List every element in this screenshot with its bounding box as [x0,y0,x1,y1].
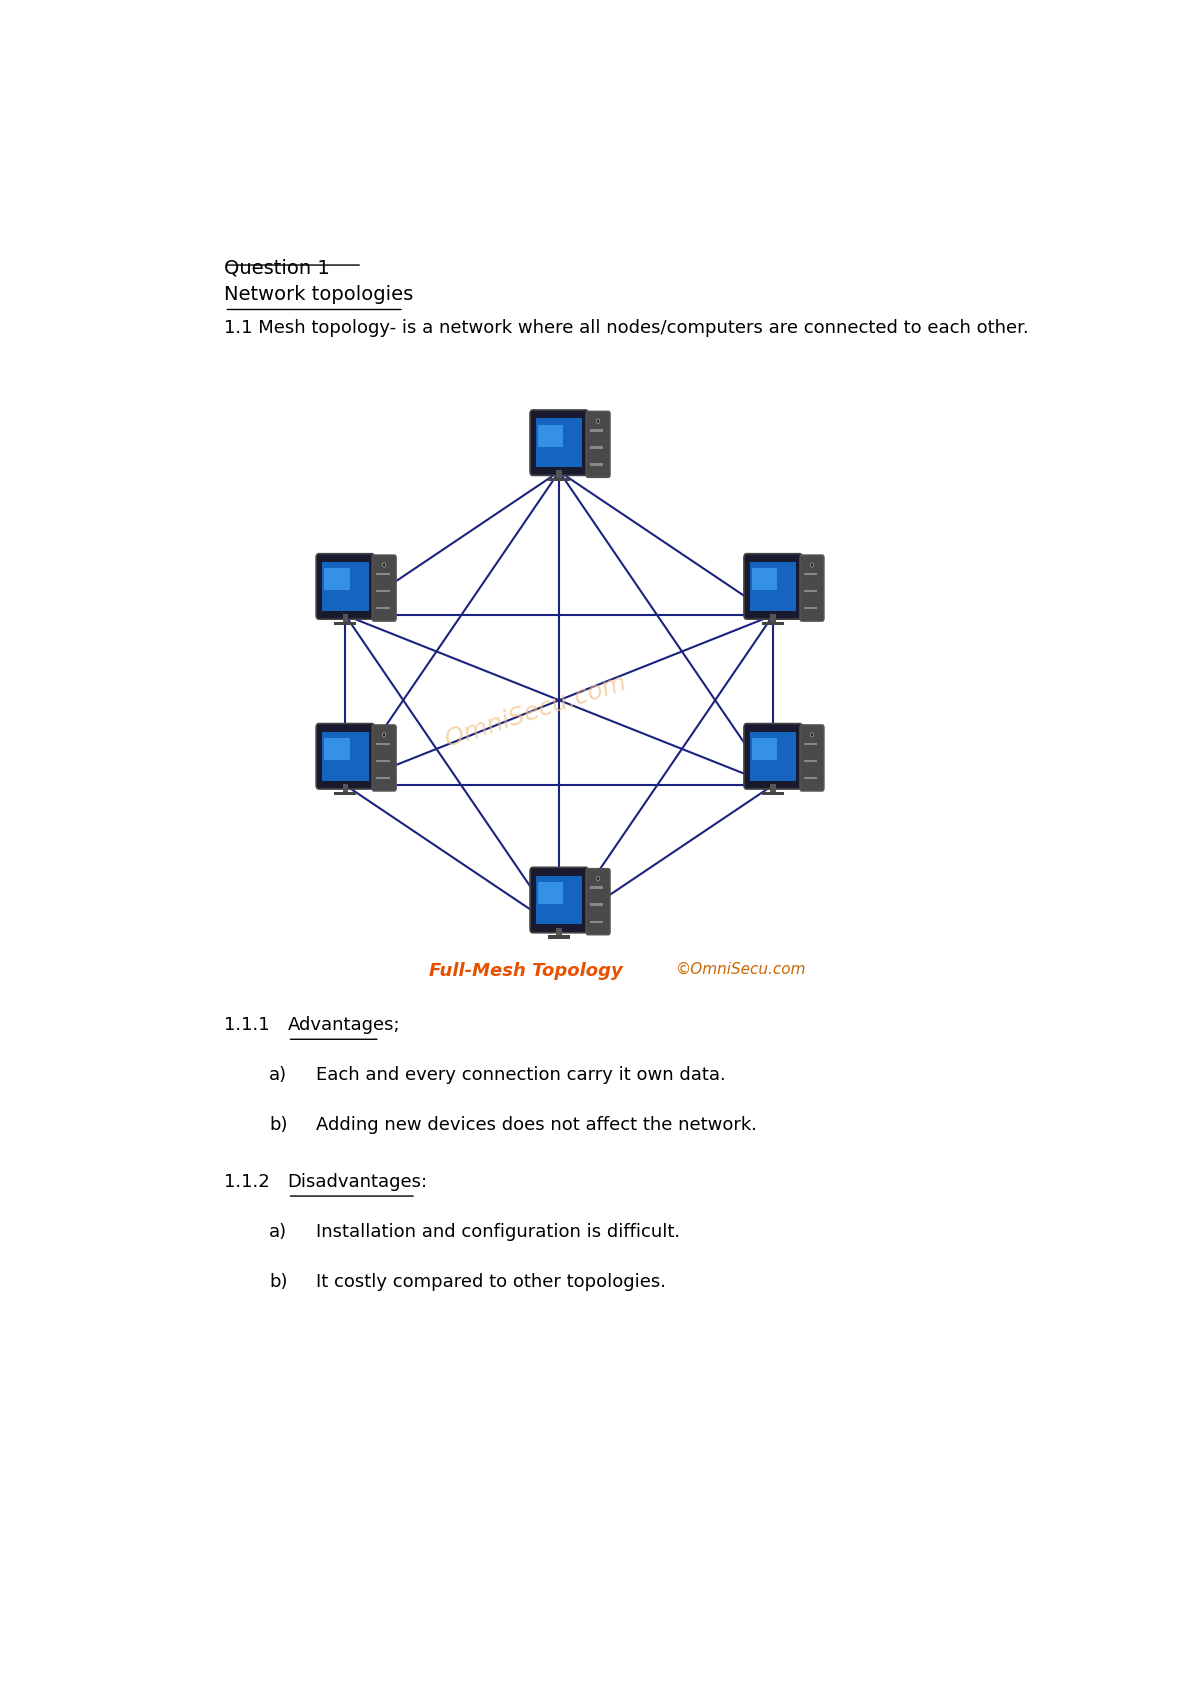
Bar [770,614,776,621]
Bar [324,568,349,591]
Bar [335,621,356,624]
FancyBboxPatch shape [530,867,588,933]
Bar [770,784,776,792]
Text: Adding new devices does not affect the network.: Adding new devices does not affect the n… [316,1115,756,1134]
Bar [377,777,390,779]
Bar [590,429,604,431]
Bar [804,760,817,762]
Bar [804,574,817,575]
Bar [804,777,817,779]
Text: Full-Mesh Topology: Full-Mesh Topology [430,962,623,979]
Bar [536,876,582,925]
Text: ©OmniSecu.com: ©OmniSecu.com [676,962,806,976]
Bar [377,760,390,762]
Bar [804,591,817,592]
Text: a): a) [269,1066,287,1084]
Bar [590,886,604,889]
Bar [590,463,604,465]
Circle shape [383,733,385,736]
Circle shape [810,563,814,567]
Bar [377,591,390,592]
Bar [536,417,582,467]
Bar [750,562,797,611]
Circle shape [596,419,600,423]
Circle shape [596,876,600,881]
Text: Question 1: Question 1 [224,258,330,278]
Bar [377,574,390,575]
Bar [322,731,368,781]
Text: OmniSecu.com: OmniSecu.com [443,670,630,752]
Bar [548,479,570,482]
Bar [377,608,390,609]
Bar [762,792,784,794]
Text: Disadvantages:: Disadvantages: [288,1173,427,1191]
FancyBboxPatch shape [372,555,396,621]
FancyBboxPatch shape [316,553,374,619]
Bar [548,935,570,938]
Text: 1.1.1: 1.1.1 [224,1017,270,1035]
Text: 1.1 Mesh topology- is a network where all nodes/computers are connected to each : 1.1 Mesh topology- is a network where al… [224,319,1030,336]
Bar [538,882,564,905]
Bar [322,562,368,611]
Bar [377,743,390,745]
Bar [342,784,348,792]
FancyBboxPatch shape [530,411,588,475]
Bar [804,608,817,609]
FancyBboxPatch shape [586,411,610,477]
Text: Each and every connection carry it own data.: Each and every connection carry it own d… [316,1066,725,1084]
Text: b): b) [269,1115,288,1134]
FancyBboxPatch shape [800,555,824,621]
Bar [752,738,778,760]
Text: Installation and configuration is difficult.: Installation and configuration is diffic… [316,1224,679,1241]
FancyBboxPatch shape [372,725,396,791]
Bar [590,903,604,906]
FancyBboxPatch shape [800,725,824,791]
Bar [590,446,604,448]
Bar [538,424,564,446]
FancyBboxPatch shape [586,869,610,935]
Bar [335,792,356,794]
Bar [557,928,562,935]
Bar [752,568,778,591]
Bar [590,920,604,923]
Bar [804,743,817,745]
Bar [762,621,784,624]
Text: It costly compared to other topologies.: It costly compared to other topologies. [316,1273,666,1290]
Bar [750,731,797,781]
Text: a): a) [269,1224,287,1241]
FancyBboxPatch shape [744,723,803,789]
FancyBboxPatch shape [316,723,374,789]
Text: Network topologies: Network topologies [224,285,414,304]
Circle shape [810,733,814,736]
Text: Advantages;: Advantages; [288,1017,401,1035]
Bar [557,470,562,479]
Bar [342,614,348,621]
Text: 1.1.2: 1.1.2 [224,1173,270,1191]
Text: b): b) [269,1273,288,1290]
Bar [324,738,349,760]
FancyBboxPatch shape [744,553,803,619]
Circle shape [383,563,385,567]
